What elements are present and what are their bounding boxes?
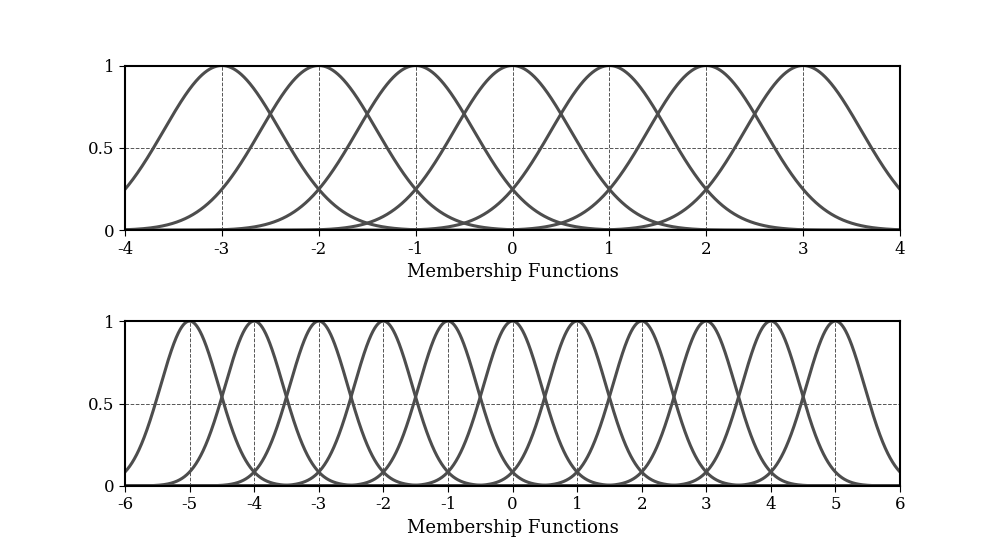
X-axis label: Membership Functions: Membership Functions [407, 263, 618, 281]
X-axis label: Membership Functions: Membership Functions [407, 519, 618, 537]
